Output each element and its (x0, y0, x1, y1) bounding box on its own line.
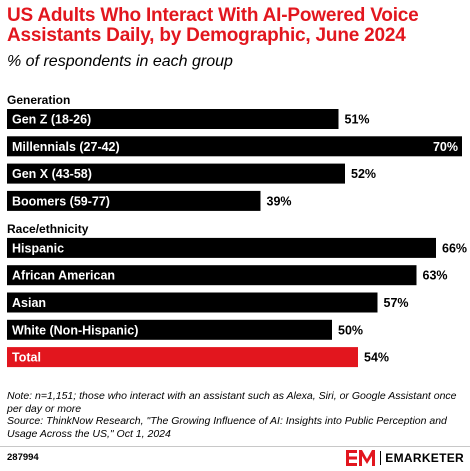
value-label: 51% (345, 113, 370, 127)
category-label: Millennials (27-42) (12, 140, 120, 154)
category-label: Total (12, 351, 41, 365)
bar (7, 163, 345, 184)
source-text: Source: ThinkNow Research, "The Growing … (7, 415, 447, 440)
bar (7, 109, 339, 129)
bar-chart: Generation Gen Z (18-26) 51% Millennials (2… (7, 93, 467, 368)
brand-name: EMARKETER (385, 451, 464, 465)
category-label: Gen X (43-58) (12, 167, 92, 181)
category-label: Hispanic (12, 241, 64, 255)
bar (7, 347, 358, 368)
bar (7, 265, 417, 286)
bar (7, 292, 378, 313)
value-label: 66% (442, 241, 467, 255)
chart-title: US Adults Who Interact With AI-Powered V… (7, 5, 419, 46)
value-label: 63% (423, 269, 448, 283)
bar (7, 190, 261, 211)
brand: EM EMARKETER (346, 449, 464, 467)
note-text: Note: n=1,151; those who interact with a… (7, 390, 457, 415)
chart-subtitle: % of respondents in each group (7, 53, 233, 70)
category-label: White (Non-Hispanic) (12, 323, 138, 337)
category-label: African American (12, 269, 115, 283)
brand-separator (380, 451, 382, 465)
bar (7, 237, 436, 258)
bar (7, 319, 332, 340)
value-label: 52% (351, 167, 376, 181)
category-label: Gen Z (18-26) (12, 113, 91, 127)
chart-notes: Note: n=1,151; those who interact with a… (7, 390, 463, 440)
value-label: 54% (364, 351, 389, 365)
category-label: Boomers (59-77) (12, 194, 110, 208)
value-label: 50% (338, 323, 363, 337)
group-label: Generation (7, 93, 70, 107)
value-label: 57% (384, 296, 409, 310)
footer-divider (0, 446, 470, 447)
value-label: 39% (267, 194, 292, 208)
bar (7, 136, 462, 157)
emarketer-logo-icon: EM (346, 450, 376, 466)
category-label: Asian (12, 296, 46, 310)
group-label: Race/ethnicity (7, 222, 89, 236)
chart-id: 287994 (7, 452, 39, 463)
value-label: 70% (433, 140, 458, 154)
